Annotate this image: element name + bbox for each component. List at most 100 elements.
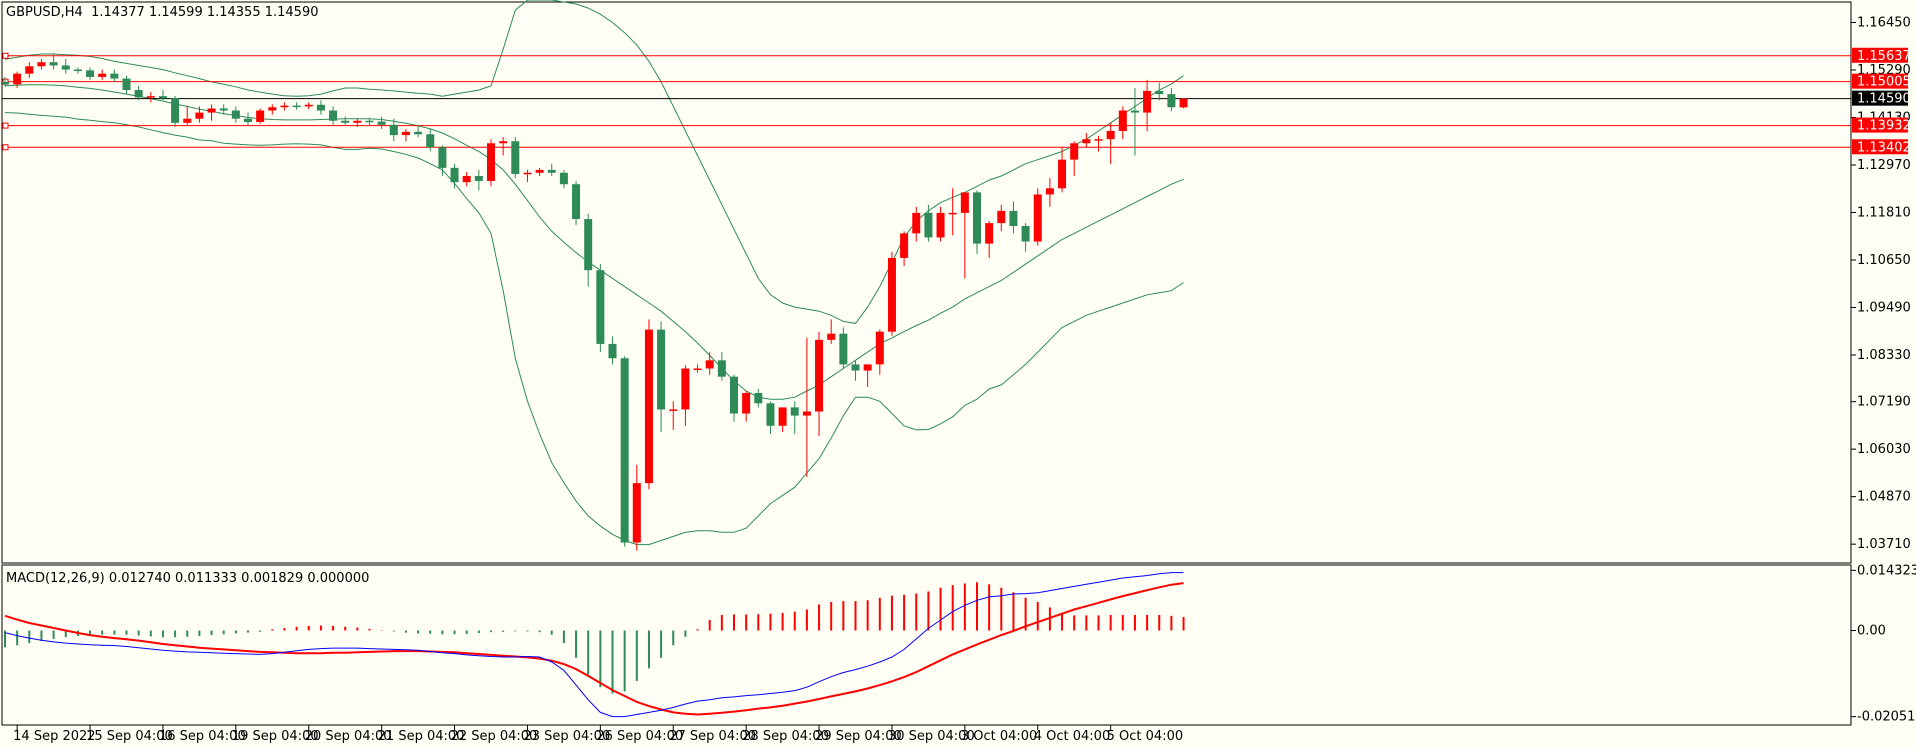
candle-body xyxy=(1143,90,1152,113)
candle-body xyxy=(1021,225,1030,242)
price-level-labels: 1.15637 1.15005 1.13932 1.13402 1.14590 xyxy=(1852,47,1911,155)
candle-body xyxy=(98,73,107,77)
candle-body xyxy=(49,62,58,66)
candle xyxy=(1082,133,1091,148)
candle-body xyxy=(681,368,690,410)
candle xyxy=(632,464,641,551)
candle-body xyxy=(365,120,374,123)
price-tick-label: 1.10650 xyxy=(1857,253,1911,268)
candle xyxy=(98,69,107,80)
candle xyxy=(49,53,58,70)
candle-body xyxy=(389,124,398,136)
ohlc-values: 1.14377 1.14599 1.14355 1.14590 xyxy=(91,5,318,20)
candle-body xyxy=(985,223,994,244)
level-anchor-handle[interactable] xyxy=(2,52,9,59)
candle-body xyxy=(620,358,629,543)
candle-body xyxy=(1118,110,1127,131)
candle xyxy=(669,401,678,430)
candle xyxy=(693,364,702,373)
candle xyxy=(304,102,313,110)
candle xyxy=(353,118,362,127)
candle xyxy=(960,192,969,279)
candle xyxy=(207,104,216,121)
level-anchor-handle[interactable] xyxy=(2,144,9,151)
candle-body xyxy=(596,270,605,344)
candle xyxy=(231,106,240,123)
candle xyxy=(487,139,495,187)
candle-body xyxy=(244,118,252,122)
candle xyxy=(195,106,204,123)
candle xyxy=(511,137,520,179)
candle-body xyxy=(487,143,495,181)
candle xyxy=(146,92,155,103)
candle-body xyxy=(632,483,641,543)
candle xyxy=(450,163,459,189)
chart-header: GBPUSD,H4 1.14377 1.14599 1.14355 1.1459… xyxy=(6,5,319,20)
price-level-label: 1.13932 xyxy=(1857,119,1911,134)
candle xyxy=(499,137,508,156)
candle-body xyxy=(535,169,544,173)
candle-body xyxy=(900,233,909,258)
candle xyxy=(851,360,860,381)
candle-body xyxy=(1167,94,1176,108)
candle-body xyxy=(1179,98,1188,108)
price-level-label: 1.13402 xyxy=(1857,140,1911,155)
candle xyxy=(122,75,131,95)
time-label: 20 Sep 04:00 xyxy=(305,729,392,744)
candle xyxy=(438,145,447,177)
candle xyxy=(1106,122,1115,164)
candle-body xyxy=(183,118,192,123)
macd-pane[interactable]: 0.014323 0.00 -0.020512 MACD(12,26,9) 0.01… xyxy=(1,563,1916,726)
time-label: 4 Oct 04:00 xyxy=(1034,729,1110,744)
candle-body xyxy=(547,169,556,173)
candle xyxy=(256,108,265,124)
candle xyxy=(924,204,933,242)
candle xyxy=(705,352,714,375)
candle-body xyxy=(1045,188,1054,195)
candle xyxy=(37,58,46,70)
macd-tick-label: 0.014323 xyxy=(1857,563,1916,578)
candle xyxy=(158,90,167,101)
candle xyxy=(280,102,289,111)
candle xyxy=(802,337,811,478)
candle xyxy=(827,319,836,344)
level-anchor-handle[interactable] xyxy=(2,122,9,129)
candle xyxy=(936,206,945,242)
candle xyxy=(1118,106,1127,140)
candle-body xyxy=(37,62,46,67)
candle xyxy=(414,124,423,138)
macd-tick-label: 0.00 xyxy=(1857,624,1886,639)
candle xyxy=(717,352,726,381)
candle-body xyxy=(948,212,957,215)
candle-body xyxy=(827,333,836,340)
candle xyxy=(110,69,119,82)
candle xyxy=(766,401,775,435)
candle xyxy=(1094,135,1103,152)
candle xyxy=(887,251,896,336)
candle xyxy=(462,171,471,187)
candle xyxy=(1,76,9,87)
candle xyxy=(584,213,593,287)
candle xyxy=(365,118,374,125)
candle xyxy=(875,329,884,375)
candle-body xyxy=(353,120,362,123)
candle xyxy=(183,106,192,125)
candle xyxy=(657,321,666,432)
band-middle xyxy=(4,84,1184,400)
macd-axis: 0.014323 0.00 -0.020512 xyxy=(1851,563,1916,725)
candle-body xyxy=(863,364,872,371)
candle-body xyxy=(1,81,9,85)
candle-body xyxy=(754,393,763,404)
candle-body xyxy=(815,339,824,412)
candle-body xyxy=(851,364,860,371)
candle xyxy=(985,221,994,258)
price-tick-label: 1.07190 xyxy=(1857,395,1911,410)
candle-body xyxy=(1130,110,1139,113)
candle xyxy=(547,163,556,177)
time-label: 23 Sep 04:00 xyxy=(523,729,610,744)
candle-body xyxy=(1070,143,1079,160)
candle-body xyxy=(474,176,483,181)
price-pane[interactable]: 1.164501.152901.141301.129701.118101.106… xyxy=(1,0,1911,564)
